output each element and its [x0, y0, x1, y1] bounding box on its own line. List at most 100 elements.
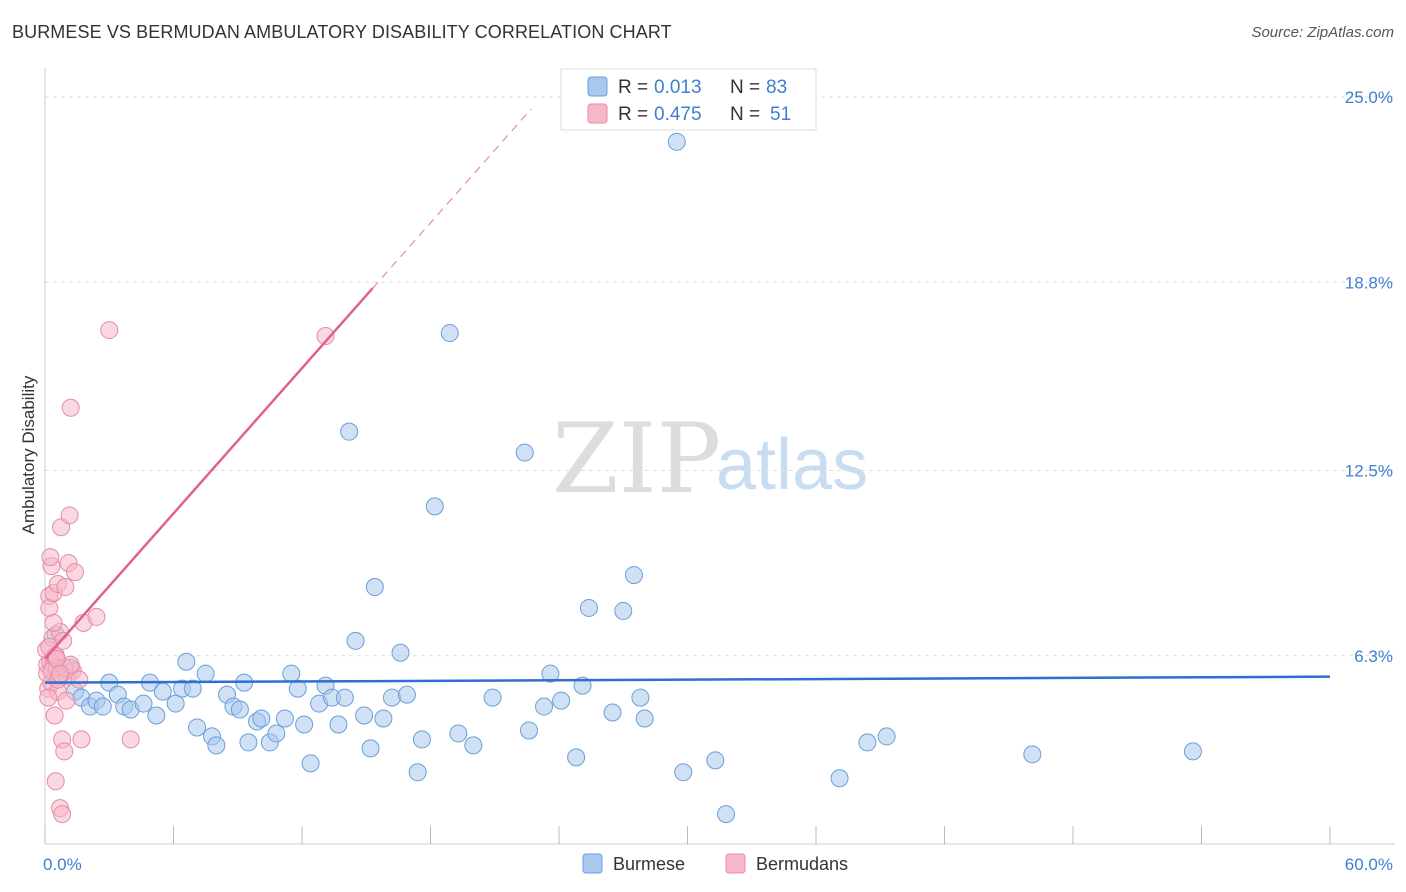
- burmese-point-77: [830, 769, 849, 788]
- legend-r-label-burmese: R =: [618, 77, 648, 98]
- bermudans-point-33: [70, 670, 89, 689]
- burmese-point-61: [520, 721, 539, 740]
- bermudans-point-48: [41, 548, 60, 567]
- burmese-point-36: [288, 679, 307, 698]
- legend-n-value-burmese: 83: [766, 77, 787, 98]
- y-axis-label: Ambulatory Disability: [19, 375, 38, 534]
- watermark-zip: ZIP: [552, 403, 721, 515]
- bermudans-points: [37, 321, 335, 824]
- bermudans-trend-line: [44, 287, 374, 660]
- bermudans-point-37: [100, 321, 119, 340]
- watermark: ZIP atlas: [552, 403, 868, 515]
- burmese-point-20: [183, 679, 202, 698]
- burmese-point-54: [412, 730, 431, 749]
- burmese-point-60: [515, 443, 534, 462]
- bermudans-trend-extension: [372, 108, 532, 289]
- burmese-point-19: [177, 652, 196, 671]
- burmese-point-67: [579, 598, 598, 617]
- burmese-point-48: [365, 578, 384, 597]
- burmese-point-76: [717, 805, 736, 824]
- legend-n-label-burmese: N =: [730, 77, 760, 98]
- burmese-point-57: [449, 724, 468, 743]
- chart-title: BURMESE VS BERMUDAN AMBULATORY DISABILIT…: [12, 22, 672, 42]
- y-tick-label-1: 12.5%: [1345, 462, 1393, 481]
- x-tick-labels: 0.0% 60.0%: [43, 855, 1393, 874]
- burmese-point-55: [425, 497, 444, 516]
- bermudans-point-24: [55, 742, 74, 761]
- burmese-point-44: [340, 422, 359, 441]
- burmese-point-43: [335, 688, 354, 707]
- burmese-point-52: [397, 685, 416, 704]
- bottom-legend-label-burmese: Burmese: [613, 854, 685, 874]
- bottom-legend-swatch-bermudans: [725, 853, 746, 874]
- burmese-point-21: [188, 718, 207, 737]
- burmese-point-74: [674, 763, 693, 782]
- burmese-point-31: [252, 709, 271, 728]
- burmese-point-49: [374, 709, 393, 728]
- grid: [45, 96, 1395, 657]
- burmese-point-79: [877, 727, 896, 746]
- burmese-point-53: [408, 763, 427, 782]
- y-tick-label-0: 6.3%: [1354, 647, 1393, 666]
- burmese-point-34: [275, 709, 294, 728]
- bottom-legend-label-bermudans: Bermudans: [756, 854, 848, 874]
- burmese-point-29: [239, 733, 258, 752]
- burmese-point-80: [1023, 745, 1042, 764]
- bermudans-point-12: [45, 706, 64, 725]
- burmese-trend-line: [44, 675, 1331, 684]
- bermudans-point-39: [316, 327, 335, 346]
- bottom-legend: Burmese Bermudans: [582, 853, 848, 874]
- burmese-point-70: [624, 566, 643, 585]
- bermudans-point-22: [53, 805, 72, 824]
- burmese-point-45: [346, 631, 365, 650]
- burmese-point-65: [567, 748, 586, 767]
- burmese-point-75: [706, 751, 725, 770]
- bermudans-point-46: [44, 613, 63, 632]
- burmese-point-24: [207, 736, 226, 755]
- axes: [44, 68, 1395, 845]
- burmese-point-71: [631, 688, 650, 707]
- burmese-point-27: [230, 700, 249, 719]
- burmese-point-81: [1183, 742, 1202, 761]
- y-tick-label-3: 25.0%: [1345, 88, 1393, 107]
- burmese-point-47: [361, 739, 380, 758]
- bermudans-point-5: [40, 598, 59, 617]
- legend-n-value-bermudans: 51: [770, 104, 791, 125]
- bermudans-point-36: [87, 607, 106, 626]
- x-tick-label-0: 0.0%: [43, 855, 82, 874]
- burmese-point-17: [166, 694, 185, 713]
- bermudans-point-13: [46, 772, 65, 791]
- burmese-point-13: [134, 694, 153, 713]
- y-tick-label-2: 18.8%: [1345, 273, 1393, 292]
- burmese-point-69: [614, 601, 633, 620]
- burmese-point-58: [464, 736, 483, 755]
- bermudans-point-50: [50, 664, 69, 683]
- legend-r-value-burmese: 0.013: [654, 77, 702, 98]
- bermudans-point-45: [39, 688, 58, 707]
- x-tick-label-1: 60.0%: [1345, 855, 1393, 874]
- bermudans-point-29: [60, 506, 79, 525]
- burmese-point-78: [858, 733, 877, 752]
- bermudans-point-30: [61, 398, 80, 417]
- burmese-point-68: [603, 703, 622, 722]
- legend-r-label-bermudans: R =: [618, 104, 648, 125]
- burmese-point-22: [196, 664, 215, 683]
- burmese-point-50: [382, 688, 401, 707]
- bermudans-point-25: [56, 578, 75, 597]
- burmese-point-62: [535, 697, 554, 716]
- legend-swatch-burmese: [587, 76, 608, 97]
- burmese-point-51: [391, 643, 410, 662]
- burmese-point-35: [282, 664, 301, 683]
- legend-r-value-bermudans: 0.475: [654, 104, 702, 125]
- burmese-point-15: [147, 706, 166, 725]
- burmese-point-46: [355, 706, 374, 725]
- burmese-point-73: [667, 132, 686, 151]
- bermudans-point-26: [57, 691, 76, 710]
- watermark-atlas: atlas: [716, 425, 868, 505]
- trend-lines: [44, 108, 1331, 684]
- burmese-point-63: [541, 664, 560, 683]
- burmese-point-37: [295, 715, 314, 734]
- burmese-point-38: [301, 754, 320, 773]
- burmese-point-59: [483, 688, 502, 707]
